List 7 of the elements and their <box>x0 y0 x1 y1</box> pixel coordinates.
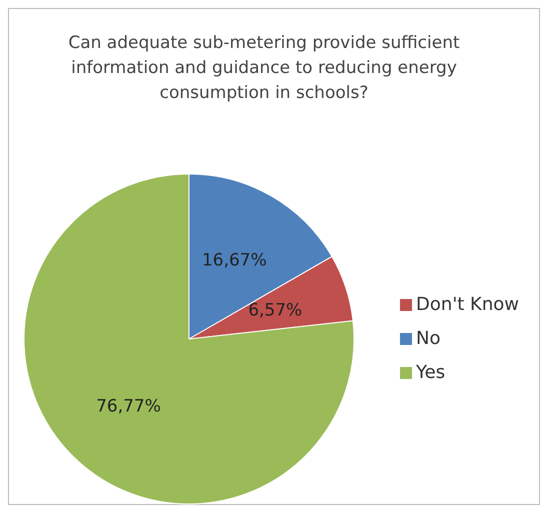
data-label: 16,67% <box>202 250 267 270</box>
legend-label: Don't Know <box>416 294 519 315</box>
chart-title: Can adequate sub-metering provide sufficient information and guidance to reducing energy consumption in schools? <box>67 32 461 105</box>
data-label: 6,57% <box>248 300 302 321</box>
legend-label: Yes <box>416 362 446 383</box>
legend-label: No <box>416 328 441 349</box>
data-label: 76,77% <box>96 396 161 417</box>
